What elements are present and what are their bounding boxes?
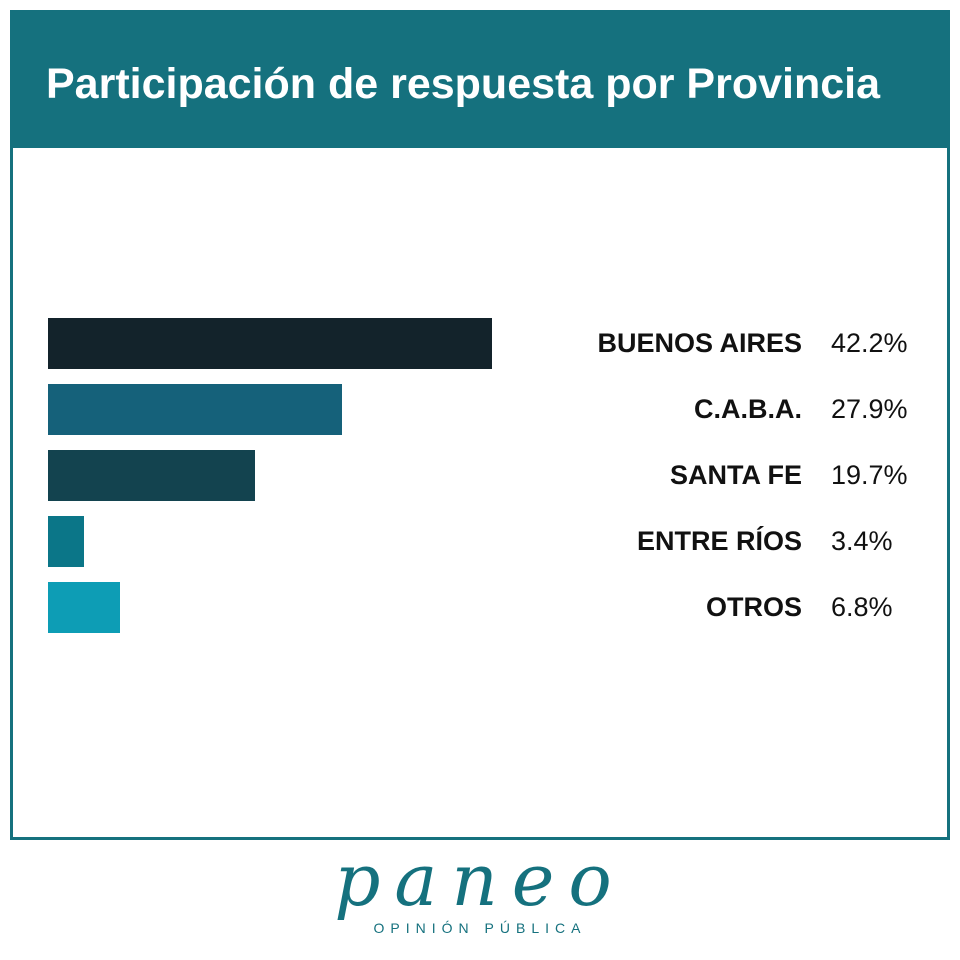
bar-santa-fe (48, 450, 255, 501)
category-label: ENTRE RÍOS (636, 526, 802, 556)
brand-logo: paneo (334, 838, 626, 922)
value-label: 3.4% (831, 526, 893, 556)
brand-tagline: OPINIÓN PÚBLICA (373, 920, 587, 936)
category-label: C.A.B.A. (694, 394, 802, 424)
bar-c-a-b-a- (48, 384, 342, 435)
chart-frame (10, 10, 950, 840)
category-label: BUENOS AIRES (597, 328, 802, 358)
value-label: 27.9% (831, 394, 908, 424)
value-label: 42.2% (831, 328, 908, 358)
value-label: 6.8% (831, 592, 893, 622)
category-label: OTROS (705, 592, 802, 622)
chart-title: Participación de respuesta por Provincia (46, 60, 881, 108)
category-label: SANTA FE (670, 460, 802, 490)
value-label: 19.7% (831, 460, 908, 490)
title-banner: Participación de respuesta por Provincia (10, 10, 950, 148)
bar-otros (48, 582, 120, 633)
bar-buenos-aires (48, 318, 492, 369)
bar-entre-ríos (48, 516, 84, 567)
